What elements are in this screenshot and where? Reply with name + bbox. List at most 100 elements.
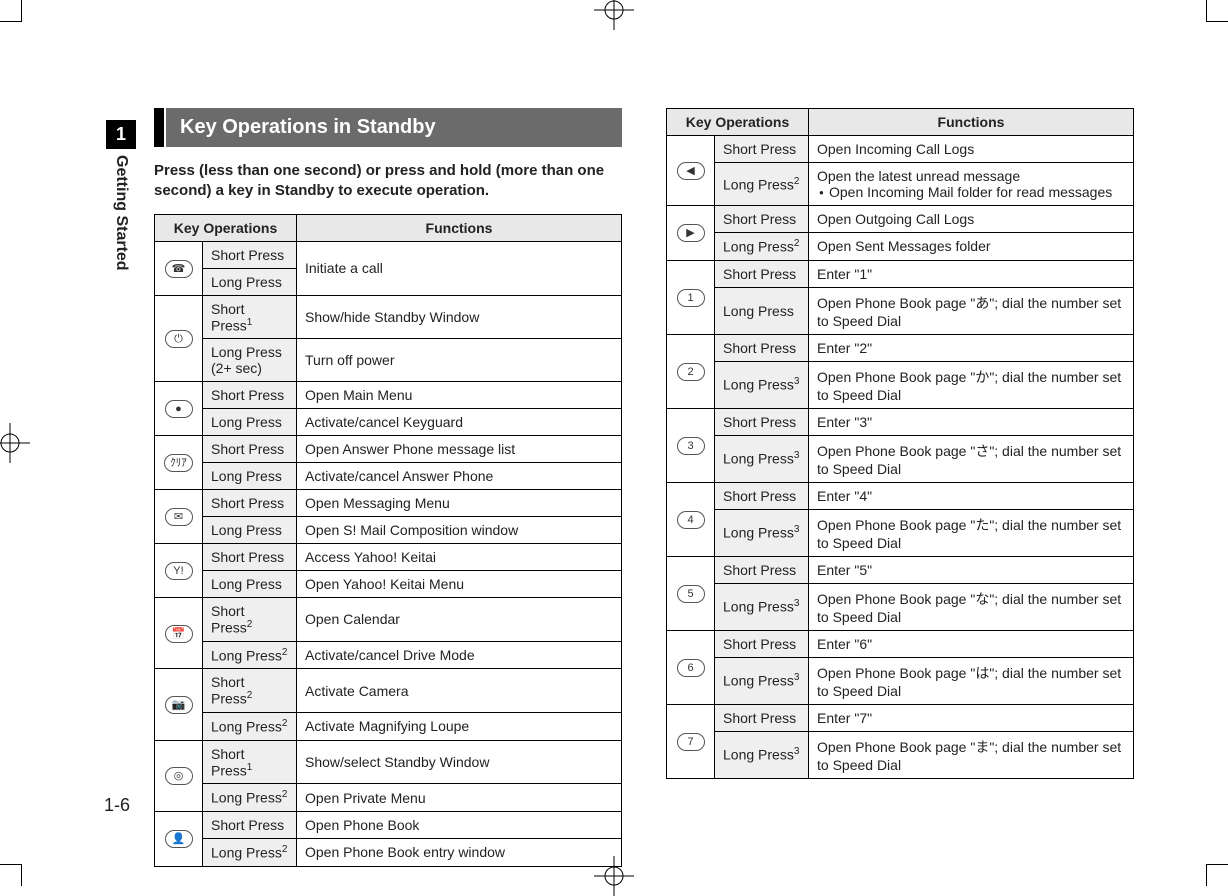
function-cell: Enter "7" [809,704,1134,731]
function-cell: Open Messaging Menu [297,490,622,517]
operation-cell: Short Press1 [203,740,297,784]
operation-cell: Long Press2 [715,233,809,261]
operation-cell: Short Press [203,382,297,409]
function-cell: Enter "1" [809,260,1134,287]
right-key-icon: ▶ [667,206,715,261]
function-cell: Open Sent Messages folder [809,233,1134,261]
operation-cell: Long Press2 [203,839,297,867]
operation-cell: Short Press [203,436,297,463]
key6-icon: 6 [667,630,715,704]
function-cell: Open Phone Book page "た"; dial the numbe… [809,509,1134,556]
function-cell: Open Phone Book page "か"; dial the numbe… [809,361,1134,408]
operation-cell: Short Press [715,704,809,731]
registration-mark-top [594,0,634,30]
center-key-icon: ● [155,382,203,436]
function-cell: Open Phone Book page "は"; dial the numbe… [809,657,1134,704]
function-cell: Open Phone Book page "あ"; dial the numbe… [809,287,1134,334]
key1-icon: 1 [667,260,715,334]
operation-cell: Short Press [715,556,809,583]
operation-cell: Short Press [715,136,809,163]
function-cell: Activate/cancel Keyguard [297,409,622,436]
crop-mark [0,864,22,886]
operation-cell: Long Press [203,268,297,295]
operation-cell: Long Press2 [203,784,297,812]
function-cell: Activate/cancel Drive Mode [297,641,622,669]
key7-icon: 7 [667,704,715,778]
function-cell: Enter "3" [809,408,1134,435]
section-title: Key Operations in Standby [166,108,622,147]
function-cell: Access Yahoo! Keitai [297,544,622,571]
operation-cell: Short Press [203,490,297,517]
chapter-number: 1 [106,120,136,149]
left-key-icon: ◀ [667,136,715,206]
calendar-key-icon: 📅 [155,598,203,669]
operation-cell: Long Press [203,463,297,490]
operation-cell: Long Press [203,571,297,598]
key5-icon: 5 [667,556,715,630]
operation-cell: Short Press1 [203,295,297,339]
crop-mark [1206,864,1228,886]
phonebook-key-icon: 👤 [155,812,203,867]
function-cell: Enter "6" [809,630,1134,657]
operation-cell: Long Press2 [715,163,809,206]
th-functions: Functions [809,109,1134,136]
operation-cell: Long Press3 [715,583,809,630]
function-cell: Open Calendar [297,598,622,642]
mail-key-icon: ✉ [155,490,203,544]
yahoo-key-icon: Y! [155,544,203,598]
operation-cell: Long Press3 [715,509,809,556]
crop-mark [1206,0,1228,22]
operation-cell: Short Press [203,544,297,571]
th-key-operations: Key Operations [155,214,297,241]
function-cell: Open Phone Book [297,812,622,839]
left-column: Key Operations in Standby Press (less th… [154,108,622,867]
camera-key-icon: 📷 [155,669,203,740]
function-cell: Open Outgoing Call Logs [809,206,1134,233]
th-key-operations: Key Operations [667,109,809,136]
function-cell: Enter "5" [809,556,1134,583]
operation-cell: Short Press [203,241,297,268]
page-number: 1-6 [104,795,130,816]
title-strip [154,108,164,147]
operation-cell: Long Press [203,409,297,436]
function-cell: Activate Camera [297,669,622,713]
function-cell: Open Phone Book page "ま"; dial the numbe… [809,731,1134,778]
function-cell: Open Phone Book page "さ"; dial the numbe… [809,435,1134,482]
section-title-bar: Key Operations in Standby [154,108,622,147]
crop-mark [0,0,22,22]
function-cell: Open Incoming Call Logs [809,136,1134,163]
registration-mark-left [0,423,30,463]
th-functions: Functions [297,214,622,241]
operation-cell: Short Press [715,630,809,657]
function-cell: Open Main Menu [297,382,622,409]
function-cell: Enter "4" [809,482,1134,509]
clear-key-icon: ｸﾘｱ [155,436,203,490]
operation-cell: Short Press [715,206,809,233]
operation-cell: Long Press2 [203,641,297,669]
operation-cell: Short Press2 [203,598,297,642]
function-cell: Show/hide Standby Window [297,295,622,339]
function-cell: Open Yahoo! Keitai Menu [297,571,622,598]
operation-cell: Short Press [715,334,809,361]
chapter-label: Getting Started [112,155,130,271]
function-cell: Activate/cancel Answer Phone [297,463,622,490]
operation-cell: Long Press2 [203,713,297,741]
end-key-icon: ⏻ [155,295,203,382]
function-cell: Open S! Mail Composition window [297,517,622,544]
shortcut-key-icon: ◎ [155,740,203,811]
function-cell: Activate Magnifying Loupe [297,713,622,741]
key4-icon: 4 [667,482,715,556]
operation-cell: Short Press [203,812,297,839]
operation-cell: Short Press [715,482,809,509]
side-tab: 1 Getting Started [103,120,139,271]
right-table: Key Operations Functions ◀Short PressOpe… [666,108,1134,779]
operation-cell: Long Press3 [715,361,809,408]
operation-cell: Short Press [715,260,809,287]
key2-icon: 2 [667,334,715,408]
left-table: Key Operations Functions ☎Short PressIni… [154,214,622,867]
right-column: Key Operations Functions ◀Short PressOpe… [666,108,1134,867]
function-cell: Open Phone Book page "な"; dial the numbe… [809,583,1134,630]
operation-cell: Long Press3 [715,731,809,778]
function-cell: Open the latest unread messageOpen Incom… [809,163,1134,206]
function-cell: Initiate a call [297,241,622,295]
